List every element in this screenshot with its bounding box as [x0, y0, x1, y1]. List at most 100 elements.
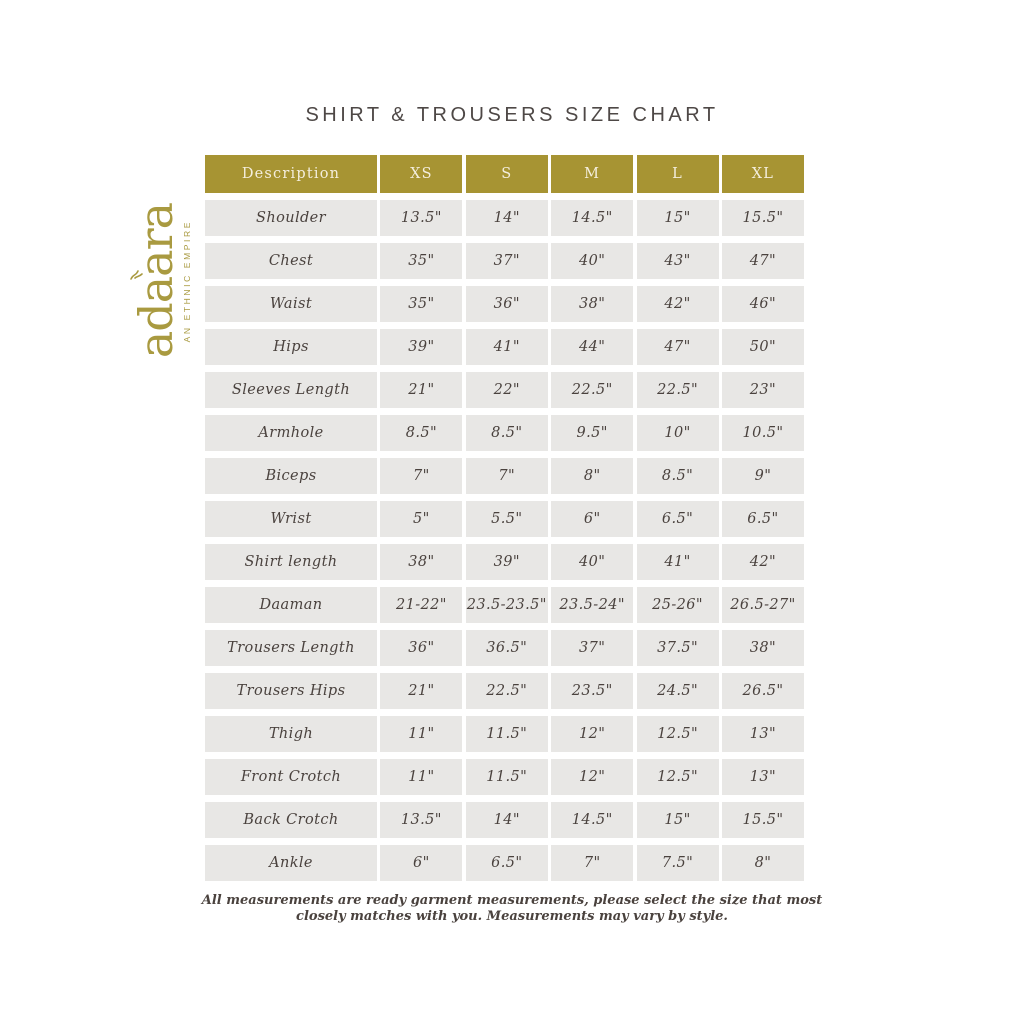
measurement-cell: 37"	[551, 630, 634, 666]
measurement-cell: 8"	[551, 458, 634, 494]
logo-ornament-icon	[130, 270, 143, 280]
measurement-cell: 25-26"	[636, 587, 719, 623]
measurement-cell: 39"	[465, 544, 548, 580]
measurement-cell: 40"	[551, 243, 634, 279]
row-label: Ankle	[205, 845, 377, 881]
measurement-cell: 13.5"	[380, 200, 463, 236]
brand-name: adaara	[129, 203, 183, 359]
measurement-cell: 7.5"	[636, 845, 719, 881]
measurement-cell: 42"	[721, 544, 804, 580]
measurement-cell: 24.5"	[636, 673, 719, 709]
brand-tagline: AN ETHNIC EMPIRE	[182, 219, 192, 343]
measurement-cell: 37"	[465, 243, 548, 279]
measurement-cell: 21"	[380, 372, 463, 408]
measurement-cell: 12.5"	[636, 759, 719, 795]
measurement-cell: 38"	[721, 630, 804, 666]
column-header-xs: XS	[380, 155, 463, 193]
measurement-cell: 13"	[721, 759, 804, 795]
row-label: Thigh	[205, 716, 377, 752]
row-label: Daaman	[205, 587, 377, 623]
row-label: Shoulder	[205, 200, 377, 236]
row-label: Biceps	[205, 458, 377, 494]
row-label: Sleeves Length	[205, 372, 377, 408]
measurement-cell: 50"	[721, 329, 804, 365]
row-label: Trousers Length	[205, 630, 377, 666]
measurement-cell: 14.5"	[551, 802, 634, 838]
column-header-l: L	[636, 155, 719, 193]
measurement-cell: 15"	[636, 802, 719, 838]
measurement-cell: 41"	[465, 329, 548, 365]
measurement-cell: 23"	[721, 372, 804, 408]
measurement-cell: 6"	[380, 845, 463, 881]
measurement-cell: 36.5"	[465, 630, 548, 666]
footer-note: All measurements are ready garment measu…	[0, 893, 1024, 925]
measurement-cell: 14"	[465, 200, 548, 236]
measurement-cell: 36"	[380, 630, 463, 666]
measurement-cell: 5"	[380, 501, 463, 537]
measurement-cell: 38"	[551, 286, 634, 322]
measurement-cell: 12.5"	[636, 716, 719, 752]
measurement-cell: 6.5"	[465, 845, 548, 881]
measurement-cell: 36"	[465, 286, 548, 322]
column-header-m: M	[551, 155, 634, 193]
row-label: Back Crotch	[205, 802, 377, 838]
measurement-cell: 23.5-24"	[551, 587, 634, 623]
measurement-cell: 8"	[721, 845, 804, 881]
column-header-xl: XL	[721, 155, 804, 193]
measurement-cell: 39"	[380, 329, 463, 365]
measurement-cell: 14.5"	[551, 200, 634, 236]
measurement-cell: 41"	[636, 544, 719, 580]
measurement-cell: 6"	[551, 501, 634, 537]
column-header-s: S	[465, 155, 548, 193]
footer-note-line1: All measurements are ready garment measu…	[201, 893, 823, 908]
measurement-cell: 15.5"	[721, 200, 804, 236]
measurement-cell: 23.5-23.5"	[465, 587, 548, 623]
measurement-cell: 22.5"	[636, 372, 719, 408]
measurement-cell: 10"	[636, 415, 719, 451]
measurement-cell: 22.5"	[551, 372, 634, 408]
measurement-cell: 8.5"	[636, 458, 719, 494]
row-label: Hips	[205, 329, 377, 365]
measurement-cell: 11.5"	[465, 716, 548, 752]
measurement-cell: 7"	[465, 458, 548, 494]
brand-logo: adaara AN ETHNIC EMPIRE	[129, 182, 192, 380]
row-label: Waist	[205, 286, 377, 322]
measurement-cell: 10.5"	[721, 415, 804, 451]
measurement-cell: 8.5"	[380, 415, 463, 451]
measurement-cell: 21-22"	[380, 587, 463, 623]
measurement-cell: 22"	[465, 372, 548, 408]
page-title: SHIRT & TROUSERS SIZE CHART	[305, 104, 719, 126]
measurement-cell: 12"	[551, 759, 634, 795]
row-label: Shirt length	[205, 544, 377, 580]
measurement-cell: 40"	[551, 544, 634, 580]
measurement-cell: 8.5"	[465, 415, 548, 451]
measurement-cell: 42"	[636, 286, 719, 322]
measurement-cell: 47"	[721, 243, 804, 279]
measurement-cell: 11"	[380, 716, 463, 752]
measurement-cell: 15.5"	[721, 802, 804, 838]
measurement-cell: 6.5"	[721, 501, 804, 537]
measurement-cell: 14"	[465, 802, 548, 838]
measurement-cell: 7"	[551, 845, 634, 881]
measurement-cell: 26.5"	[721, 673, 804, 709]
size-table: Description XS S M L XL Shoulder 13.5" 14"…	[205, 155, 804, 881]
measurement-cell: 22.5"	[465, 673, 548, 709]
footer-note-line2: closely matches with you. Measurements m…	[296, 909, 728, 924]
measurement-cell: 13.5"	[380, 802, 463, 838]
measurement-cell: 43"	[636, 243, 719, 279]
measurement-cell: 11"	[380, 759, 463, 795]
row-label: Trousers Hips	[205, 673, 377, 709]
measurement-cell: 23.5"	[551, 673, 634, 709]
measurement-cell: 47"	[636, 329, 719, 365]
measurement-cell: 35"	[380, 243, 463, 279]
measurement-cell: 37.5"	[636, 630, 719, 666]
measurement-cell: 44"	[551, 329, 634, 365]
measurement-cell: 5.5"	[465, 501, 548, 537]
measurement-cell: 15"	[636, 200, 719, 236]
measurement-cell: 11.5"	[465, 759, 548, 795]
row-label: Armhole	[205, 415, 377, 451]
measurement-cell: 13"	[721, 716, 804, 752]
measurement-cell: 9"	[721, 458, 804, 494]
measurement-cell: 46"	[721, 286, 804, 322]
